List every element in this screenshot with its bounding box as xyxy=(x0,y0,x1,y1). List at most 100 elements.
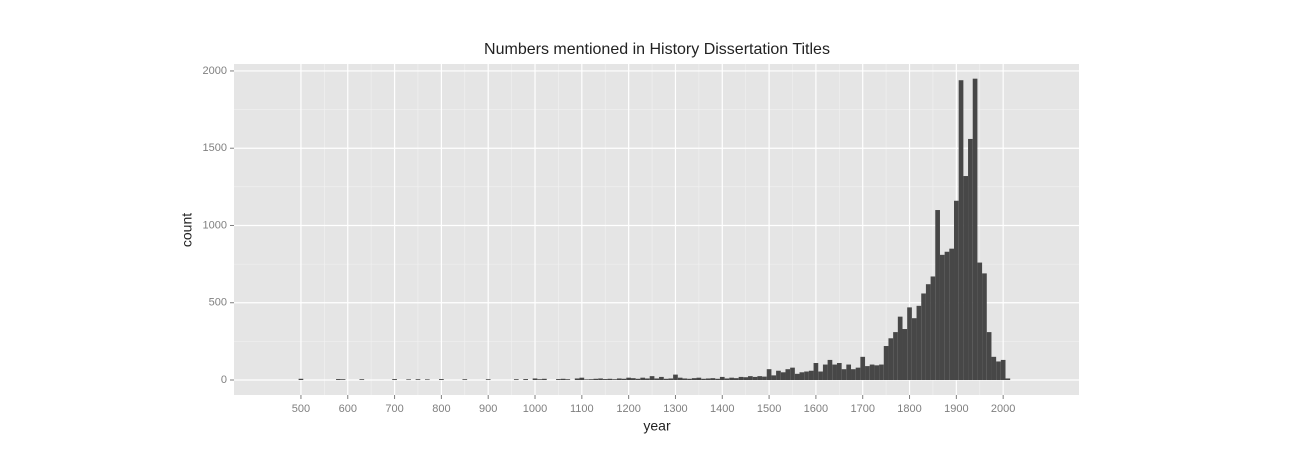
bar xyxy=(827,359,833,381)
bar xyxy=(869,364,875,381)
y-axis-title: count xyxy=(179,213,195,247)
bar xyxy=(616,378,622,381)
x-tick-label: 1500 xyxy=(757,403,781,415)
bar xyxy=(954,200,959,381)
x-tick-label: 700 xyxy=(385,403,403,415)
bar xyxy=(336,379,341,381)
bar xyxy=(462,379,468,381)
x-tick-label: 1300 xyxy=(663,403,687,415)
bar xyxy=(874,365,880,381)
bar xyxy=(818,371,823,381)
bar xyxy=(565,379,571,381)
bar xyxy=(752,376,758,381)
bar xyxy=(996,361,1001,381)
bar xyxy=(584,379,589,381)
bar xyxy=(762,376,767,381)
x-tick-label: 1400 xyxy=(710,403,734,415)
bar xyxy=(771,375,777,381)
bar xyxy=(425,379,430,381)
bar xyxy=(513,379,519,381)
bar xyxy=(621,378,627,381)
bar xyxy=(607,378,613,381)
bar xyxy=(780,372,786,381)
bar xyxy=(630,378,636,381)
bar xyxy=(687,378,692,381)
y-tick-label: 2000 xyxy=(203,65,227,77)
bar xyxy=(879,364,884,381)
bar xyxy=(977,262,983,381)
bar xyxy=(972,78,978,381)
bar xyxy=(921,293,926,381)
bar xyxy=(860,356,866,381)
y-tick-label: 1000 xyxy=(203,219,227,231)
bar xyxy=(659,376,664,381)
bar xyxy=(766,369,772,381)
bar xyxy=(785,369,791,381)
bar xyxy=(799,372,805,381)
bar xyxy=(846,364,852,381)
bar xyxy=(865,366,870,381)
x-tick-label: 2000 xyxy=(991,403,1015,415)
bar xyxy=(925,284,931,381)
bar xyxy=(359,379,365,381)
bar xyxy=(986,332,992,381)
bar xyxy=(626,377,631,381)
bar xyxy=(832,364,837,381)
x-tick-label: 1100 xyxy=(570,403,594,415)
bar xyxy=(701,378,706,381)
bar xyxy=(724,378,730,381)
bar xyxy=(537,379,543,381)
bar xyxy=(663,378,669,381)
bar xyxy=(748,376,753,381)
bar xyxy=(808,370,814,381)
bar xyxy=(645,378,650,381)
x-tick-label: 1000 xyxy=(523,403,547,415)
bar xyxy=(673,374,678,381)
bar xyxy=(991,356,997,381)
bar xyxy=(883,346,889,381)
bar xyxy=(935,210,940,381)
bar xyxy=(715,378,720,381)
bar xyxy=(560,378,566,381)
bar xyxy=(733,378,739,381)
bar xyxy=(640,377,646,381)
bar xyxy=(841,369,847,381)
bar xyxy=(822,364,828,381)
bar xyxy=(406,379,411,381)
bar xyxy=(893,332,898,381)
bar xyxy=(1000,359,1006,381)
bar xyxy=(939,254,945,381)
x-tick-label: 1700 xyxy=(850,403,874,415)
bar xyxy=(836,363,842,381)
x-tick-label: 1200 xyxy=(616,403,640,415)
bar xyxy=(1005,378,1011,381)
bar xyxy=(963,176,969,381)
bar xyxy=(415,379,421,381)
bar xyxy=(968,138,973,381)
bar xyxy=(588,379,594,381)
x-tick-label: 600 xyxy=(339,403,357,415)
x-tick-label: 800 xyxy=(432,403,450,415)
bar xyxy=(804,371,809,381)
bar xyxy=(944,251,950,381)
bar xyxy=(579,377,585,381)
bar xyxy=(902,329,908,381)
bar xyxy=(556,379,561,381)
bar xyxy=(790,367,795,381)
x-tick-label: 500 xyxy=(292,403,310,415)
bar xyxy=(677,377,683,381)
bar xyxy=(719,376,725,381)
bar xyxy=(729,377,734,381)
bar xyxy=(794,373,800,381)
bar xyxy=(958,80,964,381)
bar xyxy=(851,369,856,381)
bar xyxy=(542,378,547,381)
x-tick-label: 900 xyxy=(479,403,497,415)
bar xyxy=(593,378,599,381)
y-tick-label: 500 xyxy=(209,297,227,309)
bar xyxy=(710,378,716,381)
bar xyxy=(485,379,491,381)
y-tick-label: 1500 xyxy=(203,142,227,154)
bar xyxy=(602,379,608,381)
